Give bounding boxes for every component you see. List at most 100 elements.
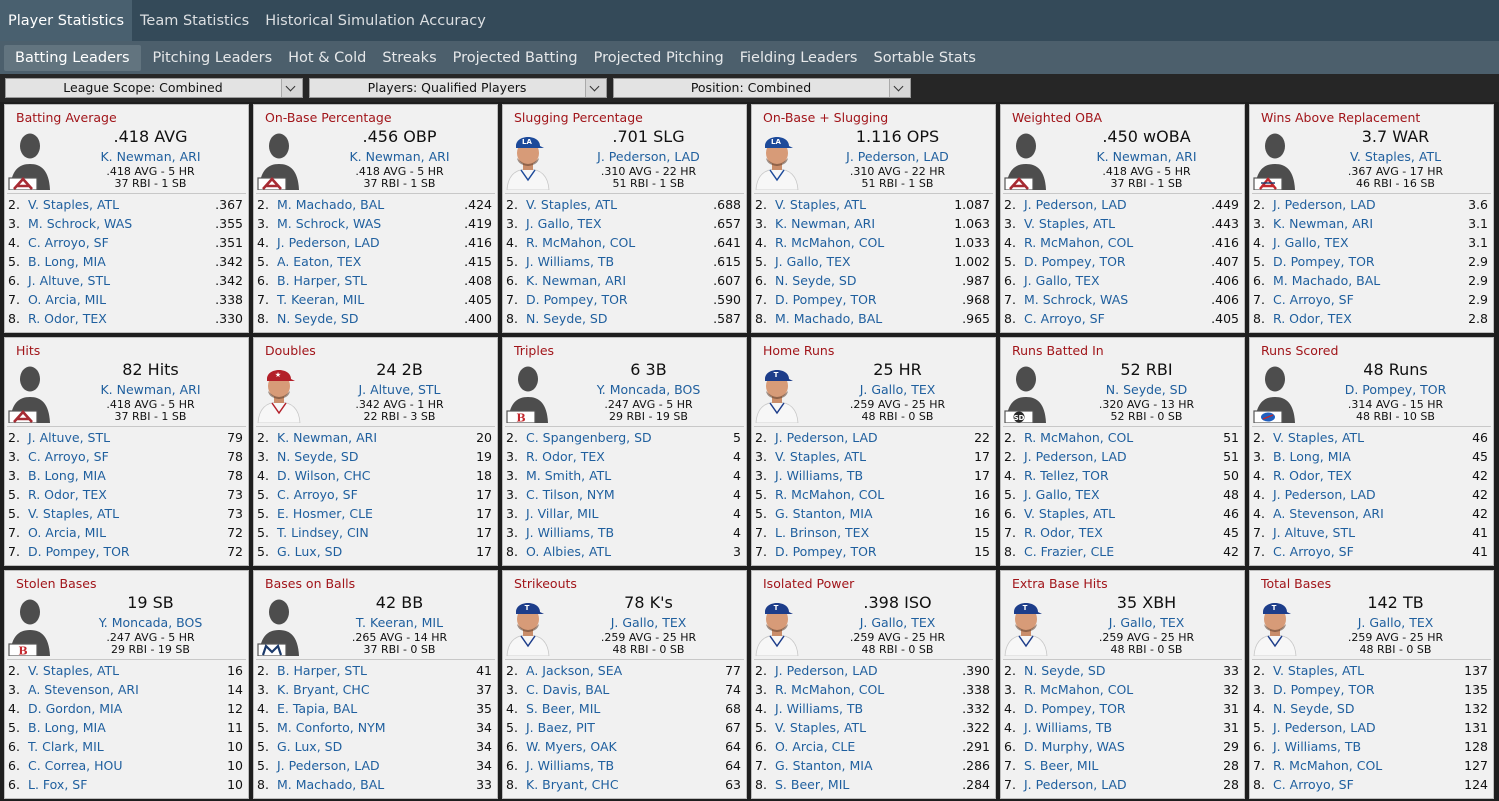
player-link[interactable]: J. Pederson, LAD (1273, 720, 1376, 735)
player-link[interactable]: C. Arroyo, SF (28, 449, 109, 464)
card-title[interactable]: Runs Scored (1261, 343, 1339, 358)
player-link[interactable]: W. Myers, OAK (526, 739, 617, 754)
league-scope-dropdown[interactable]: League Scope: Combined (5, 78, 303, 98)
tab-pitching-leaders[interactable]: Pitching Leaders (152, 49, 273, 66)
player-link[interactable]: C. Arroyo, SF (277, 487, 358, 502)
player-link[interactable]: C. Frazier, CLE (1024, 544, 1115, 559)
tab-fielding-leaders[interactable]: Fielding Leaders (739, 49, 858, 66)
player-link[interactable]: D. Pompey, TOR (1024, 254, 1126, 269)
card-title[interactable]: Triples (514, 343, 555, 358)
player-link[interactable]: D. Pompey, TOR (1273, 254, 1375, 269)
player-link[interactable]: T. Clark, MIL (28, 739, 104, 754)
player-link[interactable]: R. Odor, TEX (1024, 525, 1103, 540)
player-link[interactable]: V. Staples, ATL (775, 449, 867, 464)
chevron-down-icon[interactable] (585, 79, 606, 97)
player-link[interactable]: D. Wilson, CHC (277, 468, 371, 483)
player-link[interactable]: B. Long, MIA (28, 468, 106, 483)
player-link[interactable]: D. Pompey, TOR (775, 544, 877, 559)
chevron-down-icon[interactable] (889, 79, 910, 97)
player-link[interactable]: E. Hosmer, CLE (277, 506, 373, 521)
leader-name-link[interactable]: K. Newman, ARI (100, 382, 201, 397)
player-link[interactable]: R. McMahon, COL (1024, 430, 1134, 445)
player-link[interactable]: L. Fox, SF (28, 777, 88, 792)
player-link[interactable]: J. Altuve, STL (28, 273, 111, 288)
player-link[interactable]: S. Beer, MIL (775, 777, 850, 792)
card-title[interactable]: Stolen Bases (16, 576, 97, 591)
player-link[interactable]: M. Schrock, WAS (1024, 292, 1129, 307)
player-link[interactable]: J. Pederson, LAD (1273, 197, 1376, 212)
leader-name-link[interactable]: K. Newman, ARI (1096, 149, 1197, 164)
player-link[interactable]: M. Schrock, WAS (277, 216, 382, 231)
chevron-down-icon[interactable] (281, 79, 302, 97)
tab-projected-pitching[interactable]: Projected Pitching (593, 49, 724, 66)
player-link[interactable]: V. Staples, ATL (28, 197, 120, 212)
leader-name-link[interactable]: J. Gallo, TEX (1108, 615, 1185, 630)
player-link[interactable]: R. McMahon, COL (775, 682, 885, 697)
card-title[interactable]: Wins Above Replacement (1261, 110, 1421, 125)
player-link[interactable]: A. Jackson, SEA (526, 663, 623, 678)
player-link[interactable]: B. Long, MIA (28, 720, 106, 735)
player-link[interactable]: N. Seyde, SD (1024, 663, 1106, 678)
player-link[interactable]: A. Stevenson, ARI (1273, 506, 1384, 521)
player-link[interactable]: A. Stevenson, ARI (28, 682, 139, 697)
player-link[interactable]: K. Newman, ARI (1273, 216, 1374, 231)
player-link[interactable]: V. Staples, ATL (1024, 506, 1116, 521)
player-link[interactable]: J. Altuve, STL (28, 430, 111, 445)
player-link[interactable]: V. Staples, ATL (526, 197, 618, 212)
player-link[interactable]: D. Gordon, MIA (28, 701, 123, 716)
player-link[interactable]: C. Tilson, NYM (526, 487, 615, 502)
player-link[interactable]: R. Odor, TEX (28, 311, 107, 326)
player-link[interactable]: D. Murphy, WAS (1024, 739, 1125, 754)
player-link[interactable]: N. Seyde, SD (1273, 701, 1355, 716)
leader-name-link[interactable]: N. Seyde, SD (1105, 382, 1188, 397)
player-link[interactable]: J. Pederson, LAD (277, 758, 380, 773)
player-link[interactable]: O. Arcia, MIL (28, 525, 107, 540)
leader-name-link[interactable]: J. Gallo, TEX (610, 615, 687, 630)
player-link[interactable]: C. Spangenberg, SD (526, 430, 652, 445)
player-link[interactable]: J. Pederson, LAD (1024, 197, 1127, 212)
card-title[interactable]: Total Bases (1261, 576, 1332, 591)
player-link[interactable]: B. Long, MIA (28, 254, 106, 269)
tab-hot-cold[interactable]: Hot & Cold (288, 49, 367, 66)
player-link[interactable]: R. Odor, TEX (1273, 311, 1352, 326)
leader-name-link[interactable]: K. Newman, ARI (349, 149, 450, 164)
player-link[interactable]: R. McMahon, COL (1024, 235, 1134, 250)
tab-team-statistics[interactable]: Team Statistics (140, 13, 250, 29)
player-link[interactable]: C. Correa, HOU (28, 758, 123, 773)
player-link[interactable]: J. Altuve, STL (1273, 525, 1356, 540)
leader-name-link[interactable]: J. Gallo, TEX (859, 382, 936, 397)
player-link[interactable]: J. Pederson, LAD (277, 235, 380, 250)
tab-batting-leaders[interactable]: Batting Leaders (4, 44, 141, 71)
leader-name-link[interactable]: J. Pederson, LAD (597, 149, 700, 164)
player-link[interactable]: G. Lux, SD (277, 739, 343, 754)
leader-name-link[interactable]: V. Staples, ATL (1349, 149, 1442, 164)
player-link[interactable]: G. Lux, SD (277, 544, 343, 559)
player-link[interactable]: R. McMahon, COL (1024, 682, 1134, 697)
player-link[interactable]: O. Arcia, MIL (28, 292, 107, 307)
player-link[interactable]: V. Staples, ATL (775, 197, 867, 212)
player-link[interactable]: N. Seyde, SD (277, 449, 359, 464)
player-link[interactable]: C. Arroyo, SF (1273, 292, 1354, 307)
players-dropdown[interactable]: Players: Qualified Players (309, 78, 607, 98)
player-link[interactable]: V. Staples, ATL (775, 720, 867, 735)
player-link[interactable]: D. Pompey, TOR (28, 544, 130, 559)
player-link[interactable]: V. Staples, ATL (1273, 430, 1365, 445)
player-link[interactable]: K. Newman, ARI (277, 430, 378, 445)
player-link[interactable]: J. Villar, MIL (526, 506, 599, 521)
player-link[interactable]: D. Pompey, TOR (526, 292, 628, 307)
player-link[interactable]: J. Williams, TB (775, 468, 864, 483)
player-link[interactable]: V. Staples, ATL (28, 663, 120, 678)
player-link[interactable]: J. Williams, TB (526, 525, 615, 540)
player-link[interactable]: K. Newman, ARI (775, 216, 876, 231)
player-link[interactable]: E. Tapia, BAL (277, 701, 358, 716)
tab-sortable-stats[interactable]: Sortable Stats (873, 49, 976, 66)
player-link[interactable]: J. Gallo, TEX (775, 254, 851, 269)
player-link[interactable]: M. Machado, BAL (277, 197, 385, 212)
player-link[interactable]: C. Arroyo, SF (1273, 544, 1354, 559)
player-link[interactable]: R. Odor, TEX (28, 487, 107, 502)
leader-name-link[interactable]: D. Pompey, TOR (1344, 382, 1447, 397)
player-link[interactable]: R. Odor, TEX (526, 449, 605, 464)
player-link[interactable]: M. Conforto, NYM (277, 720, 386, 735)
leader-name-link[interactable]: J. Gallo, TEX (1357, 615, 1434, 630)
leader-name-link[interactable]: K. Newman, ARI (100, 149, 201, 164)
